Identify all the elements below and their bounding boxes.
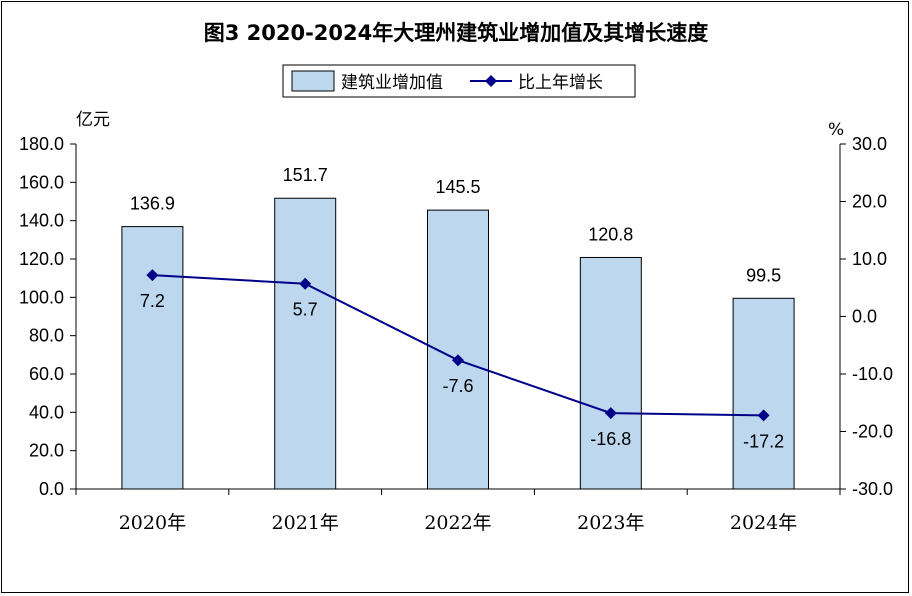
value-bar bbox=[121, 226, 184, 490]
right-tick-label: 20.0 bbox=[852, 192, 887, 212]
x-tick-label: 2020年 bbox=[119, 512, 186, 534]
x-tick-label: 2023年 bbox=[577, 512, 644, 534]
value-bar bbox=[274, 197, 337, 490]
growth-value-label: -16.8 bbox=[590, 429, 631, 449]
legend-label-bar: 建筑业增加值 bbox=[341, 73, 443, 93]
bar-value-label: 99.5 bbox=[746, 265, 781, 285]
left-tick-label: 160.0 bbox=[19, 172, 64, 192]
growth-value-label: 7.2 bbox=[140, 291, 165, 311]
legend-swatch-bar bbox=[291, 70, 335, 92]
growth-line-layer bbox=[146, 269, 770, 422]
right-tick-label: 10.0 bbox=[852, 249, 887, 269]
legend-box bbox=[282, 64, 636, 98]
left-tick-label: 100.0 bbox=[19, 287, 64, 307]
growth-marker-diamond bbox=[299, 277, 312, 290]
legend-label-line: 比上年增长 bbox=[518, 73, 603, 93]
growth-marker-diamond bbox=[757, 409, 770, 422]
left-tick-label: 60.0 bbox=[29, 364, 64, 384]
right-tick-label: -30.0 bbox=[852, 479, 893, 499]
right-tick-label: -10.0 bbox=[852, 364, 893, 384]
left-tick-label: 140.0 bbox=[19, 211, 64, 231]
right-axis-unit: % bbox=[828, 120, 844, 140]
bar-value-label: 151.7 bbox=[283, 165, 328, 185]
left-tick-label: 180.0 bbox=[19, 134, 64, 154]
left-tick-label: 120.0 bbox=[19, 249, 64, 269]
growth-marker-diamond bbox=[452, 354, 464, 367]
growth-value-label: 5.7 bbox=[293, 300, 318, 320]
x-tick-label: 2022年 bbox=[424, 512, 491, 534]
chart-title: 图3 2020-2024年大理州建筑业增加值及其增长速度 bbox=[204, 21, 709, 45]
bar-value-label: 145.5 bbox=[435, 177, 480, 197]
growth-marker-diamond bbox=[146, 269, 159, 282]
legend: 建筑业增加值 比上年增长 bbox=[282, 64, 636, 98]
right-tick-label: 0.0 bbox=[852, 307, 877, 327]
legend-marker-diamond bbox=[485, 75, 497, 87]
x-tick-label: 2021年 bbox=[272, 512, 339, 534]
value-bar bbox=[579, 256, 642, 490]
left-tick-label: 80.0 bbox=[29, 326, 64, 346]
growth-value-label: -17.2 bbox=[743, 431, 784, 451]
growth-value-label: -7.6 bbox=[442, 376, 473, 396]
bar-value-label: 120.8 bbox=[588, 224, 633, 244]
left-axis-unit: 亿元 bbox=[76, 110, 110, 130]
left-tick-label: 40.0 bbox=[29, 402, 64, 422]
x-tick-label: 2024年 bbox=[730, 512, 797, 534]
left-tick-label: 20.0 bbox=[29, 441, 64, 461]
value-bar bbox=[732, 297, 795, 490]
bars bbox=[121, 197, 795, 490]
right-tick-label: -20.0 bbox=[852, 422, 893, 442]
right-tick-label: 30.0 bbox=[852, 134, 887, 154]
data-labels: 136.9 151.7 145.5 120.8 99.5 7.2 5.7 -7.6 -16.8 -… bbox=[130, 165, 784, 451]
left-tick-label: 0.0 bbox=[39, 479, 64, 499]
bar-value-label: 136.9 bbox=[130, 194, 175, 214]
growth-marker-diamond bbox=[604, 407, 617, 420]
